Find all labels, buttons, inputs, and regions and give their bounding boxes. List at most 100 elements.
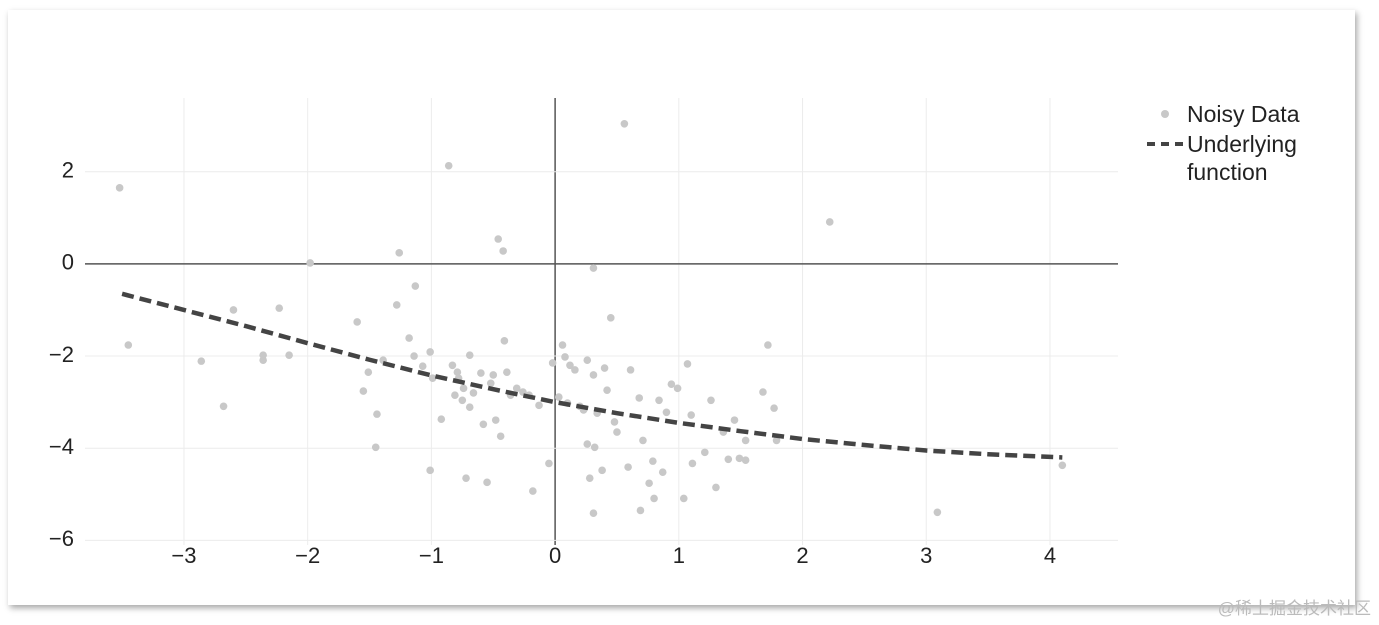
- data-point: [589, 371, 598, 379]
- x-tick-label: −3: [171, 543, 196, 568]
- data-point: [606, 314, 615, 322]
- data-point: [610, 418, 619, 426]
- data-point: [373, 410, 381, 418]
- data-point: [499, 247, 507, 255]
- data-point: [735, 454, 744, 463]
- legend-label: Noisy Data: [1187, 101, 1300, 127]
- legend-item: Underlying function: [1145, 130, 1327, 186]
- data-point: [306, 259, 314, 267]
- data-point: [459, 384, 468, 393]
- data-point: [364, 368, 373, 376]
- data-point: [589, 509, 598, 518]
- data-point: [359, 387, 368, 395]
- data-point: [707, 396, 715, 405]
- watermark: @稀土掘金技术社区: [1217, 599, 1371, 618]
- data-point: [124, 341, 133, 349]
- y-tick-label: 0: [62, 250, 74, 275]
- data-point: [583, 440, 592, 448]
- data-point: [469, 389, 478, 397]
- data-point: [687, 411, 695, 419]
- data-point: [730, 416, 739, 424]
- data-point: [764, 341, 772, 349]
- data-point: [275, 304, 284, 312]
- data-point: [662, 408, 671, 417]
- data-point: [503, 368, 511, 376]
- data-point: [418, 362, 427, 371]
- data-point: [759, 388, 767, 396]
- data-point: [486, 379, 495, 388]
- data-point: [770, 404, 778, 412]
- data-point: [426, 348, 434, 356]
- x-tick-label: 4: [1044, 543, 1056, 568]
- data-point: [624, 463, 632, 471]
- data-point: [673, 384, 682, 393]
- data-point: [496, 432, 505, 441]
- data-point: [411, 282, 420, 290]
- data-point: [741, 456, 750, 465]
- data-point: [437, 415, 446, 423]
- data-point: [558, 341, 567, 349]
- data-point: [626, 366, 635, 374]
- data-point: [772, 436, 781, 445]
- legend-item: Noisy Data: [1145, 100, 1327, 128]
- data-point: [571, 366, 579, 374]
- data-point: [477, 369, 485, 377]
- data-point: [462, 474, 470, 482]
- data-point: [655, 396, 663, 405]
- data-point: [500, 337, 509, 345]
- data-point: [683, 360, 692, 368]
- data-point: [545, 459, 553, 468]
- data-point: [555, 393, 563, 401]
- x-tick-label: 1: [673, 543, 685, 568]
- data-point: [566, 361, 574, 370]
- data-point: [724, 455, 733, 464]
- data-point: [636, 506, 645, 515]
- data-point: [285, 351, 293, 359]
- data-point: [933, 508, 942, 517]
- data-point: [741, 436, 750, 445]
- data-point: [679, 494, 688, 503]
- data-point: [479, 420, 488, 429]
- data-point: [494, 235, 503, 243]
- data-point: [535, 401, 543, 410]
- data-point: [428, 374, 437, 382]
- data-point: [353, 318, 361, 326]
- data-point: [589, 264, 598, 272]
- x-tick-label: −2: [295, 543, 320, 568]
- legend-label: Underlying function: [1187, 131, 1297, 185]
- legend-symbol: [1145, 100, 1187, 128]
- data-point: [650, 494, 658, 503]
- data-point: [667, 380, 676, 388]
- legend-swatch: [1161, 110, 1169, 118]
- data-point: [392, 301, 401, 309]
- data-point: [598, 466, 606, 475]
- data-point: [448, 361, 457, 370]
- data-point: [451, 391, 459, 400]
- data-point: [561, 353, 569, 361]
- data-point: [639, 436, 647, 445]
- data-point: [483, 478, 491, 487]
- x-tick-label: 3: [920, 543, 932, 568]
- x-tick-label: 2: [796, 543, 808, 568]
- data-point: [458, 396, 467, 405]
- data-point: [590, 443, 599, 452]
- y-tick-label: −2: [49, 342, 74, 367]
- data-point: [197, 357, 206, 365]
- data-point: [219, 402, 228, 411]
- data-point: [426, 466, 434, 475]
- data-point: [395, 249, 404, 257]
- x-tick-label: 0: [549, 543, 561, 568]
- data-point: [620, 120, 629, 128]
- function-line: [121, 291, 1063, 460]
- data-point: [529, 487, 537, 495]
- data-point: [444, 161, 453, 170]
- data-point: [405, 334, 413, 342]
- data-point: [115, 184, 124, 192]
- data-point: [512, 384, 521, 393]
- legend-swatch: [1147, 142, 1183, 146]
- data-point: [701, 448, 709, 457]
- x-tick-label: −1: [419, 543, 444, 568]
- data-point: [649, 457, 657, 465]
- data-point: [1058, 461, 1067, 470]
